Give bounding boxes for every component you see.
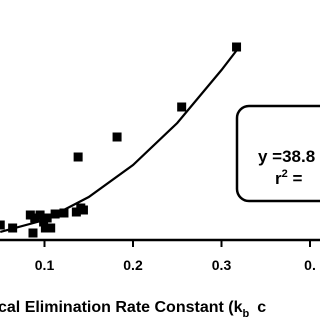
point [177, 102, 187, 112]
x-axis-label: cal Elimination Rate Constant (kb c [0, 299, 266, 320]
point [0, 220, 5, 230]
point [28, 228, 38, 238]
r-eq: = [288, 169, 303, 188]
point [35, 210, 45, 220]
point [30, 213, 40, 223]
x-label-main: cal Elimination Rate Constant (k [0, 299, 243, 316]
r-label: r [275, 169, 282, 188]
point [78, 205, 88, 215]
point [232, 42, 242, 52]
point [59, 208, 69, 218]
x-tick-label: 0.1 [35, 257, 55, 273]
x-label-end: c [257, 299, 266, 316]
annotation-box [235, 104, 320, 203]
x-label-sub: b [242, 308, 249, 320]
point [42, 213, 52, 223]
x-tick-label: 0.3 [212, 257, 232, 273]
point [50, 209, 60, 219]
x-tick-label: 0. [304, 257, 316, 273]
x-tick-label: 0.2 [123, 257, 143, 273]
point [40, 223, 50, 233]
annotation-equation: y =38.8 [258, 147, 315, 166]
annotation-r2: r2 = [275, 168, 302, 188]
r-sup: 2 [282, 168, 288, 180]
point [112, 132, 122, 142]
point [73, 152, 83, 162]
point [46, 223, 56, 233]
point [8, 223, 18, 233]
